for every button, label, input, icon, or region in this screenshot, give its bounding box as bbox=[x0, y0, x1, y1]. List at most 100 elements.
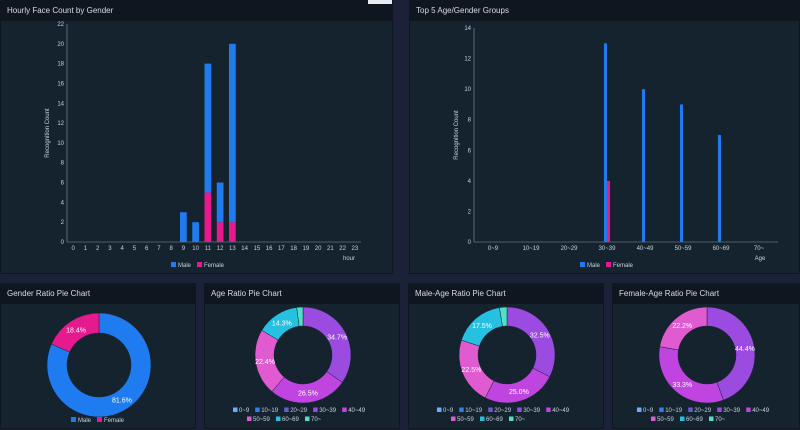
y-tick-label: 20 bbox=[57, 42, 64, 48]
legend-swatch-0 bbox=[637, 407, 642, 412]
y-axis-title: Recognition Count bbox=[45, 108, 51, 158]
pie-slice-label: 22.5% bbox=[462, 367, 482, 374]
legend-label-3: 30~39 bbox=[523, 408, 541, 414]
pie-slice-label: 18.4% bbox=[66, 327, 86, 334]
x-tick-label: 14 bbox=[241, 246, 248, 252]
gender-pie-panel: Gender Ratio Pie Chart 81.6% 18.4% Male Fem… bbox=[0, 283, 196, 429]
y-tick-label: 0 bbox=[61, 240, 65, 246]
gender-pie-title: Gender Ratio Pie Chart bbox=[1, 284, 195, 304]
legend-male-swatch bbox=[71, 417, 76, 422]
age-pie-panel: Age Ratio Pie Chart 34.7% 26.5% 22.4% 14.3%… bbox=[204, 283, 400, 429]
legend-label-6: 60~69 bbox=[282, 417, 300, 423]
top-center-tab[interactable] bbox=[368, 0, 392, 4]
legend-label-7: 70~ bbox=[311, 417, 322, 423]
legend-label-1: 10~19 bbox=[465, 408, 483, 414]
female-age-pie-title: Female-Age Ratio Pie Chart bbox=[613, 284, 799, 304]
hourly-chart-title: Hourly Face Count by Gender bbox=[1, 1, 392, 21]
female-age-pie-chart: 44.4% 33.3% 22.2% 0~9 10~19 20~29 30~39 40~49 50… bbox=[637, 306, 770, 423]
pie-slice-label: 81.6% bbox=[112, 398, 132, 405]
legend-male-swatch bbox=[171, 262, 176, 267]
female-bar bbox=[607, 180, 611, 242]
x-axis-title: hour bbox=[343, 256, 355, 262]
legend-swatch-6 bbox=[480, 416, 485, 421]
female-bar bbox=[229, 222, 236, 242]
x-tick-label: 40~49 bbox=[637, 246, 655, 252]
male-bar bbox=[180, 212, 187, 242]
legend-male-label: Male bbox=[587, 263, 601, 269]
legend-swatch-3 bbox=[313, 407, 318, 412]
y-tick-label: 8 bbox=[61, 161, 65, 167]
legend-label-0: 0~9 bbox=[443, 408, 454, 414]
hourly-chart-panel: Hourly Face Count by Gender 0 2 4 6 8 10 12 14 1… bbox=[0, 0, 393, 274]
x-tick-label: 15 bbox=[254, 246, 261, 252]
legend-swatch-7 bbox=[305, 416, 310, 421]
x-tick-label: 18 bbox=[290, 246, 297, 252]
legend-swatch-3 bbox=[517, 407, 522, 412]
legend-label-4: 40~49 bbox=[348, 408, 366, 414]
legend-swatch-5 bbox=[247, 416, 252, 421]
x-tick-label: 5 bbox=[133, 246, 137, 252]
legend-female-swatch bbox=[197, 262, 202, 267]
legend-swatch-1 bbox=[255, 407, 260, 412]
top5-chart-panel: Top 5 Age/Gender Groups 0 2 4 6 8 10 12 14 0~9 10… bbox=[409, 0, 800, 274]
legend-label-4: 40~49 bbox=[552, 408, 570, 414]
legend-female-label: Female bbox=[204, 263, 225, 269]
legend-label-3: 30~39 bbox=[723, 408, 741, 414]
female-bar bbox=[216, 222, 224, 242]
legend-swatch-5 bbox=[651, 416, 656, 421]
pie-slice-4049 bbox=[484, 367, 551, 404]
y-tick-label: 12 bbox=[464, 57, 471, 63]
legend-swatch-5 bbox=[451, 416, 456, 421]
x-tick-label: 11 bbox=[205, 246, 212, 252]
legend-male-label: Male bbox=[78, 418, 92, 424]
pie-slice-label: 14.3% bbox=[272, 320, 292, 327]
male-age-pie-title: Male-Age Ratio Pie Chart bbox=[409, 284, 603, 304]
y-tick-label: 6 bbox=[468, 148, 472, 154]
x-tick-label: 7 bbox=[157, 246, 161, 252]
male-bar bbox=[192, 222, 199, 242]
male-bar bbox=[216, 182, 224, 223]
pie-slice-label: 34.7% bbox=[327, 335, 347, 342]
gender-pie-chart: 81.6% 18.4% Male Female bbox=[46, 312, 152, 424]
x-tick-label: 23 bbox=[352, 246, 359, 252]
pie-slice-3039 bbox=[302, 306, 352, 383]
legend-label-5: 50~59 bbox=[253, 417, 271, 423]
x-tick-label: 16 bbox=[266, 246, 273, 252]
legend-label-2: 20~29 bbox=[494, 408, 512, 414]
legend-label-1: 10~19 bbox=[261, 408, 279, 414]
pie-slice-3039 bbox=[506, 306, 556, 378]
legend-swatch-2 bbox=[688, 407, 693, 412]
female-age-pie-panel: Female-Age Ratio Pie Chart 44.4% 33.3% 22.… bbox=[612, 283, 800, 429]
x-tick-label: 13 bbox=[229, 246, 236, 252]
top5-chart-title: Top 5 Age/Gender Groups bbox=[410, 1, 799, 21]
pie-slice-male bbox=[46, 312, 152, 418]
male-bar bbox=[229, 43, 236, 223]
legend-label-5: 50~59 bbox=[657, 417, 675, 423]
legend-label-0: 0~9 bbox=[643, 408, 654, 414]
y-tick-label: 14 bbox=[464, 26, 471, 32]
pie-slice-female bbox=[51, 312, 100, 353]
legend-male-label: Male bbox=[178, 263, 192, 269]
pie-slice-label: 22.2% bbox=[672, 323, 692, 330]
y-tick-label: 4 bbox=[468, 179, 472, 185]
legend-swatch-0 bbox=[437, 407, 442, 412]
y-tick-label: 10 bbox=[464, 87, 471, 93]
x-tick-label: 0~9 bbox=[488, 246, 499, 252]
y-tick-label: 14 bbox=[57, 101, 64, 107]
male-age-pie-panel: Male-Age Ratio Pie Chart 32.5% 25.0% 22.5%… bbox=[408, 283, 604, 429]
y-tick-label: 16 bbox=[57, 81, 64, 87]
legend-swatch-4 bbox=[546, 407, 551, 412]
pie-slice-70 bbox=[499, 306, 508, 327]
legend-female-label: Female bbox=[104, 418, 125, 424]
legend-label-2: 20~29 bbox=[290, 408, 308, 414]
y-axis-title: Recognition Count bbox=[454, 110, 460, 160]
x-tick-label: 22 bbox=[339, 246, 346, 252]
pie-slice-label: 22.4% bbox=[255, 359, 275, 366]
y-tick-label: 2 bbox=[468, 209, 472, 215]
male-age-pie-chart: 32.5% 25.0% 22.5% 17.5% 0~9 10~19 20~29 30~39 40… bbox=[437, 306, 570, 423]
x-tick-label: 10 bbox=[192, 246, 199, 252]
x-tick-label: 70~ bbox=[754, 246, 765, 252]
x-tick-label: 60~69 bbox=[713, 246, 731, 252]
age-pie-title: Age Ratio Pie Chart bbox=[205, 284, 399, 304]
y-tick-label: 10 bbox=[57, 141, 64, 147]
